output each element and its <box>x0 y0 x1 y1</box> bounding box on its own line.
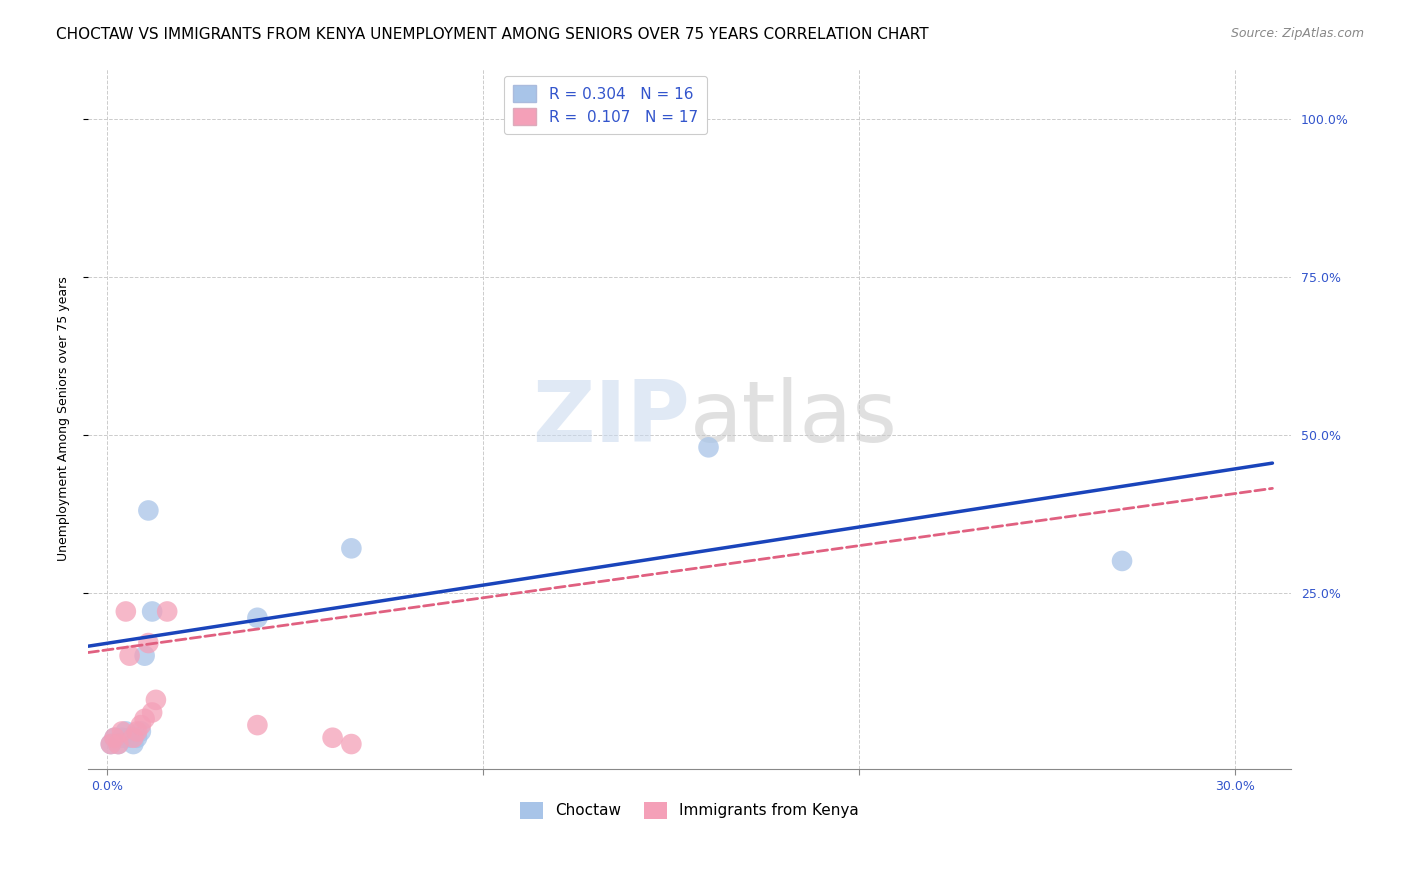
Point <box>122 737 145 751</box>
Point <box>340 541 363 556</box>
Point <box>340 737 363 751</box>
Point <box>141 605 163 619</box>
Point <box>107 737 129 751</box>
Point <box>134 712 156 726</box>
Text: CHOCTAW VS IMMIGRANTS FROM KENYA UNEMPLOYMENT AMONG SENIORS OVER 75 YEARS CORREL: CHOCTAW VS IMMIGRANTS FROM KENYA UNEMPLO… <box>56 27 929 42</box>
Point <box>1111 554 1133 568</box>
Point <box>246 718 269 732</box>
Point <box>103 731 125 745</box>
Y-axis label: Unemployment Among Seniors over 75 years: Unemployment Among Seniors over 75 years <box>58 277 70 561</box>
Legend: Choctaw, Immigrants from Kenya: Choctaw, Immigrants from Kenya <box>515 796 865 825</box>
Point <box>129 724 152 739</box>
Point <box>100 737 122 751</box>
Point <box>697 440 720 454</box>
Point <box>118 731 141 745</box>
Point <box>129 718 152 732</box>
Point <box>322 731 344 745</box>
Point <box>127 724 149 739</box>
Point <box>138 503 160 517</box>
Point <box>141 706 163 720</box>
Point <box>156 605 179 619</box>
Point <box>107 737 129 751</box>
Point <box>118 648 141 663</box>
Point <box>111 731 134 745</box>
Point <box>114 724 136 739</box>
Point <box>103 731 125 745</box>
Point <box>145 693 167 707</box>
Point <box>122 731 145 745</box>
Text: atlas: atlas <box>690 377 897 460</box>
Text: ZIP: ZIP <box>531 377 690 460</box>
Text: Source: ZipAtlas.com: Source: ZipAtlas.com <box>1230 27 1364 40</box>
Point <box>246 611 269 625</box>
Point <box>100 737 122 751</box>
Point <box>134 648 156 663</box>
Point <box>114 605 136 619</box>
Point <box>111 724 134 739</box>
Point <box>127 731 149 745</box>
Point <box>138 636 160 650</box>
